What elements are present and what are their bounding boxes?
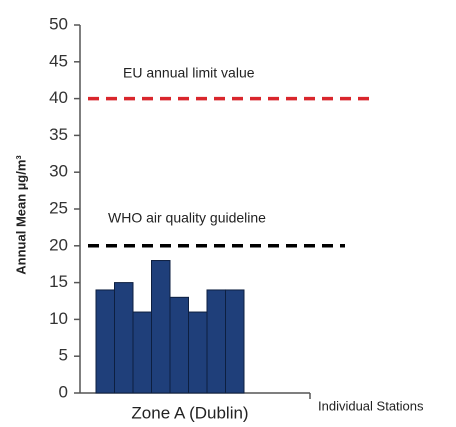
x-axis-label: Zone A (Dublin): [131, 403, 248, 422]
bar: [169, 296, 189, 394]
y-tick-label: 25: [49, 198, 68, 217]
reference-label: EU annual limit value: [123, 64, 255, 80]
y-axis-label: Annual Mean µg/m³: [13, 155, 28, 275]
bar: [132, 311, 152, 394]
reference-label: WHO air quality guideline: [108, 210, 266, 226]
y-tick-label: 40: [49, 88, 68, 107]
y-tick-label: 5: [59, 346, 68, 365]
bar: [206, 289, 226, 394]
y-tick-label: 30: [49, 162, 68, 181]
bar: [225, 289, 245, 394]
y-tick-label: 50: [49, 14, 68, 33]
y-tick-label: 0: [59, 382, 68, 401]
y-tick-label: 10: [49, 309, 68, 328]
y-tick-label: 35: [49, 125, 68, 144]
y-tick-label: 15: [49, 272, 68, 291]
bar: [151, 260, 171, 394]
annotation: Individual Stations: [318, 398, 424, 413]
bar: [188, 311, 208, 394]
y-tick-label: 45: [49, 51, 68, 70]
bar: [114, 282, 134, 394]
bar: [95, 289, 115, 394]
y-tick-label: 20: [49, 235, 68, 254]
